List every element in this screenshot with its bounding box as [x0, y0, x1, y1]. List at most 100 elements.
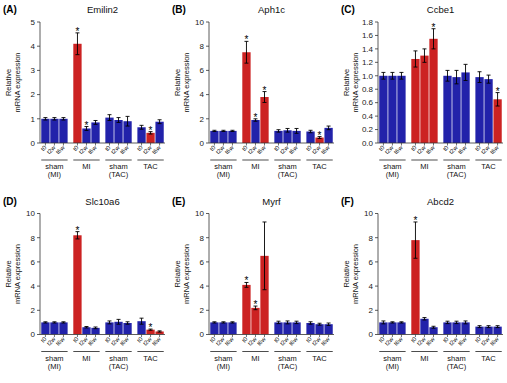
y-tick: [375, 116, 378, 117]
error-bar: [432, 326, 436, 328]
y-axis-label-line: mRNA expression: [351, 244, 360, 304]
x-tick-label: t6w: [119, 335, 130, 346]
x-tick: [214, 143, 215, 146]
error-bar-cap: [107, 323, 111, 324]
error-bar-cap: [75, 238, 79, 239]
y-tick: [37, 118, 40, 119]
y-tick-label: 0.6: [362, 98, 374, 107]
x-tick: [150, 143, 151, 146]
error-bar-cap: [230, 130, 234, 131]
bar: [475, 327, 483, 335]
error-bar-cap: [309, 324, 313, 325]
error-bar-cap: [52, 117, 56, 118]
x-tick: [488, 143, 489, 146]
error-bar-cap: [413, 258, 417, 259]
error-bar-cap: [309, 321, 313, 322]
bar: [219, 322, 227, 334]
x-tick: [465, 143, 466, 146]
y-tick-label: 0: [369, 330, 374, 339]
y-axis-label-line: Relative: [342, 260, 351, 287]
error-bar: [445, 321, 449, 323]
x-tick: [54, 335, 55, 338]
x-tick: [497, 335, 498, 338]
error-bar: [381, 321, 385, 324]
x-tick: [392, 335, 393, 338]
panel: 012345t0t2wt6wt0t2wt6wt0t2wt6wt0t2wt6wsh…: [3, 4, 165, 179]
title: Abcd2: [427, 196, 454, 207]
error-bar-stem: [424, 49, 425, 62]
group-label-line: (TAC): [109, 170, 129, 179]
group-label-line: (MI): [48, 170, 62, 179]
x-tick-label: t6w: [489, 144, 500, 155]
bar: [73, 235, 81, 334]
error-bar-cap: [276, 129, 280, 130]
error-bar-cap: [478, 327, 482, 328]
bar: [50, 119, 58, 143]
y-tick-label: 0.4: [362, 112, 374, 121]
x-tick: [456, 335, 457, 338]
x-tick: [319, 143, 320, 146]
bar: [137, 127, 145, 143]
bar: [324, 324, 332, 334]
group-label: sham(TAC): [278, 162, 298, 179]
error-bar-stem: [95, 120, 96, 124]
error-bar: [399, 72, 403, 79]
group-bracket: [242, 351, 268, 352]
group-label: TAC: [143, 162, 158, 171]
bar: [73, 44, 81, 143]
x-axis: [40, 143, 165, 144]
group-label: sham(TAC): [109, 354, 129, 371]
error-bar-cap: [158, 330, 162, 331]
y-axis: [209, 22, 210, 143]
x-axis: [209, 334, 334, 335]
error-bar-cap: [390, 321, 394, 322]
y-tick: [206, 70, 209, 71]
bar: [283, 130, 291, 143]
panel: 0246810t0t2wt6wt0t2wt6wt0t2wt6wt0t2wt6ws…: [172, 196, 334, 371]
y-axis-label-line: Relative: [173, 69, 182, 96]
x-tick: [223, 335, 224, 338]
panel-label: (B): [172, 4, 186, 15]
error-bar-cap: [94, 328, 98, 329]
group-label: TAC: [481, 162, 496, 171]
bar: [324, 128, 332, 143]
group-bracket: [443, 160, 469, 161]
y-axis-label-line: Relative: [4, 260, 13, 287]
x-tick-label: t6w: [320, 335, 331, 346]
y-tick: [37, 143, 40, 144]
error-bar: [390, 72, 394, 79]
y-tick: [206, 261, 209, 262]
x-tick-label: t6w: [320, 144, 331, 155]
x-tick: [465, 335, 466, 338]
bar: [420, 319, 428, 335]
error-bar-stem: [287, 128, 288, 132]
plot-area: [379, 222, 501, 335]
y-tick: [375, 334, 378, 335]
group-label: MI: [82, 162, 90, 171]
error-bar-stem: [447, 70, 448, 81]
bar: [274, 322, 282, 334]
error-bar-cap: [464, 64, 468, 65]
group-label: sham(MI): [214, 162, 232, 179]
bar: [59, 322, 67, 334]
error-bar-cap: [464, 80, 468, 81]
x-axis: [378, 334, 503, 335]
y-tick-label: 1.8: [362, 18, 374, 27]
error-bar-cap: [295, 321, 299, 322]
error-bar-cap: [221, 321, 225, 322]
x-tick: [63, 335, 64, 338]
y-tick: [375, 129, 378, 130]
error-bar: [464, 321, 468, 324]
x-tick: [296, 335, 297, 338]
x-tick: [447, 335, 448, 338]
bar: [155, 122, 163, 143]
error-bar-cap: [212, 321, 216, 322]
group-label: MI: [420, 354, 428, 363]
error-bar: [94, 120, 98, 124]
bar: [475, 77, 483, 143]
error-bar-cap: [422, 48, 426, 49]
group-label: MI: [251, 162, 259, 171]
significance-star: *: [85, 120, 89, 131]
title: Emilin2: [87, 4, 118, 15]
panel-label: (C): [341, 4, 355, 15]
